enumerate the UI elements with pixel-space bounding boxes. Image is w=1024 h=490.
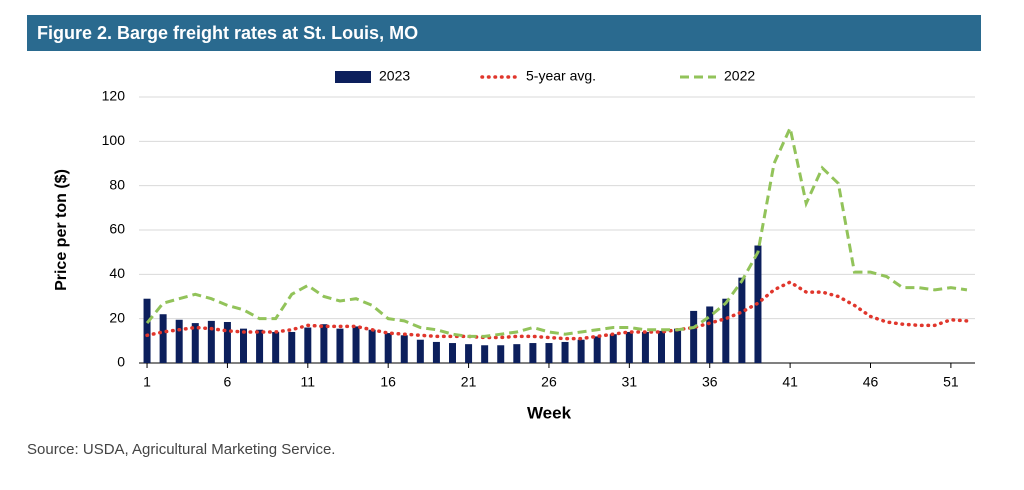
- bar: [416, 339, 424, 363]
- y-tick-label: 60: [109, 221, 125, 237]
- bar: [352, 326, 360, 363]
- bar: [706, 306, 714, 363]
- line: [145, 280, 969, 341]
- bar: [722, 298, 730, 363]
- bar: [143, 298, 151, 363]
- bar: [625, 331, 633, 363]
- bar: [449, 343, 456, 363]
- bar: [738, 277, 746, 363]
- bar: [191, 323, 199, 363]
- legend-swatch: [335, 71, 371, 83]
- bar: [272, 331, 280, 363]
- source: Source: USDA, Agricultural Marketing Ser…: [27, 441, 335, 458]
- bar: [304, 327, 312, 363]
- bar: [577, 339, 585, 363]
- x-tick-label: 6: [224, 374, 232, 390]
- legend-label: 2023: [379, 68, 410, 84]
- x-tick-label: 31: [622, 374, 638, 390]
- bar: [368, 329, 376, 363]
- bar: [336, 328, 344, 363]
- chart-title: Figure 2. Barge freight rates at St. Lou…: [37, 23, 418, 43]
- bar: [641, 331, 649, 363]
- bar: [674, 328, 682, 363]
- bar: [465, 344, 473, 363]
- bar: [690, 310, 698, 363]
- bar: [561, 341, 569, 363]
- x-tick-label: 26: [541, 374, 557, 390]
- bar: [513, 344, 521, 363]
- bar: [288, 331, 296, 363]
- x-tick-label: 1: [143, 374, 151, 390]
- bar: [545, 343, 553, 363]
- x-tick-label: 11: [301, 374, 316, 390]
- legend-label: 2022: [724, 68, 755, 84]
- bar: [593, 336, 601, 363]
- bar: [497, 345, 505, 363]
- y-tick-label: 80: [109, 176, 125, 192]
- bar: [159, 314, 167, 363]
- bar: [175, 319, 183, 363]
- x-axis-label: Week: [527, 403, 572, 422]
- y-tick-label: 120: [102, 88, 126, 104]
- bar: [207, 320, 215, 363]
- x-tick-label: 16: [380, 374, 396, 390]
- bar: [481, 345, 489, 363]
- bar: [320, 324, 328, 363]
- y-tick-label: 0: [117, 354, 125, 370]
- x-tick-label: 41: [782, 374, 798, 390]
- x-tick-label: 46: [863, 374, 879, 390]
- bar: [223, 321, 231, 363]
- bar: [529, 343, 537, 363]
- bar: [256, 329, 264, 363]
- bar: [658, 330, 665, 363]
- bar: [432, 341, 440, 363]
- y-tick-label: 40: [109, 265, 125, 281]
- title-band: [27, 15, 981, 51]
- x-tick-label: 51: [943, 374, 959, 390]
- bar: [384, 333, 392, 363]
- y-tick-label: 20: [109, 309, 125, 325]
- bar: [240, 328, 247, 363]
- y-axis-label: Price per ton ($): [53, 169, 70, 291]
- legend-label: 5-year avg.: [526, 68, 596, 84]
- bar: [609, 334, 617, 363]
- bar: [400, 335, 408, 363]
- x-tick-label: 36: [702, 374, 718, 390]
- x-tick-label: 21: [461, 374, 477, 390]
- y-tick-label: 100: [102, 132, 126, 148]
- line: [145, 123, 968, 338]
